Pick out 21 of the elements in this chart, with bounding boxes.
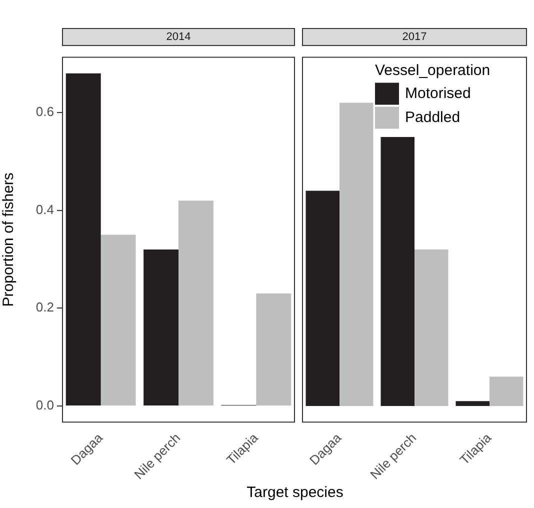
bar (256, 293, 292, 406)
bar (414, 249, 448, 406)
chart-title: 2017 (302, 28, 527, 46)
bar (66, 73, 101, 406)
chart-title: 2014 (62, 28, 295, 46)
legend-title: Vessel_operation (375, 62, 490, 79)
bar (380, 137, 414, 406)
y-tick-label: 0.0 (36, 398, 54, 413)
bar (490, 376, 524, 406)
bar (306, 190, 340, 406)
y-tick-label: 0.6 (36, 104, 54, 120)
legend-label: Paddled (405, 108, 460, 126)
y-tick-label: 0.2 (36, 300, 54, 315)
y-axis-title: Proportion of fishers (0, 172, 18, 307)
bar (144, 249, 178, 406)
bar (456, 401, 490, 406)
x-axis-title: Target species (246, 484, 344, 501)
legend-label: Motorised (405, 84, 471, 102)
bar (178, 200, 214, 406)
bar (100, 234, 136, 406)
y-tick-label: 0.4 (36, 202, 54, 217)
